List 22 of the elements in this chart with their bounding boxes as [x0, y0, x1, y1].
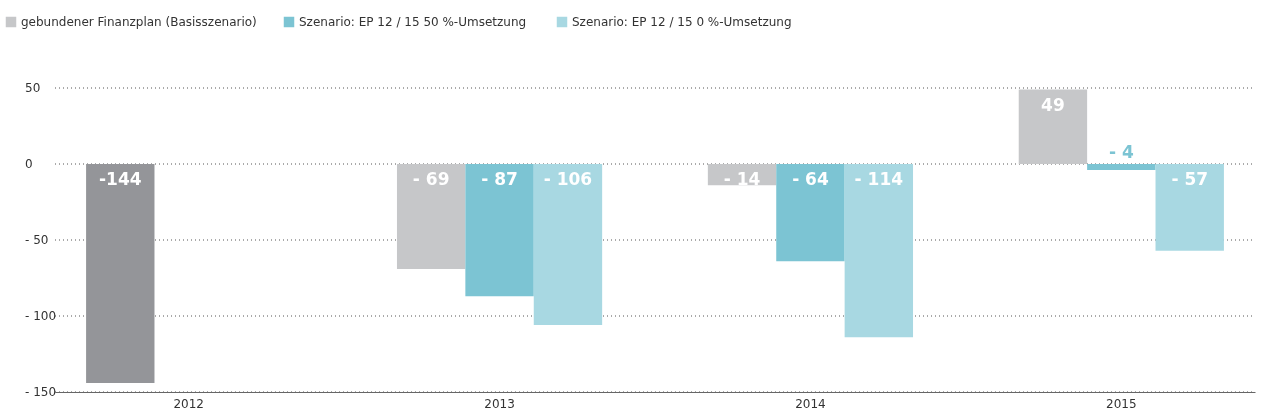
- y-tick-label: 0: [25, 157, 33, 171]
- data-label: -144: [99, 169, 142, 189]
- data-label: - 64: [792, 169, 829, 189]
- y-tick-label: - 150: [25, 385, 57, 399]
- data-label: - 114: [854, 169, 904, 189]
- legend-label: Szenario: EP 12 / 15 50 %-Umsetzung: [299, 15, 527, 29]
- x-tick-label: 2015: [1106, 396, 1137, 411]
- legend-label: gebundener Finanzplan (Basisszenario): [21, 15, 257, 29]
- data-label: - 69: [412, 169, 450, 189]
- data-label: 49: [1041, 94, 1065, 115]
- x-tick-label: 2013: [484, 396, 515, 411]
- data-label: - 106: [543, 169, 593, 189]
- data-label: - 4: [1108, 142, 1134, 162]
- data-label: - 14: [723, 169, 761, 189]
- y-tick-label: - 50: [25, 233, 49, 247]
- legend-label: Szenario: EP 12 / 15 0 %-Umsetzung: [572, 15, 792, 29]
- y-tick-label: - 100: [25, 309, 57, 323]
- y-tick-label: 50: [25, 81, 41, 95]
- data-label: - 87: [481, 169, 518, 189]
- x-tick-label: 2014: [795, 396, 826, 411]
- x-tick-label: 2012: [173, 396, 204, 411]
- data-label: - 57: [1171, 169, 1209, 189]
